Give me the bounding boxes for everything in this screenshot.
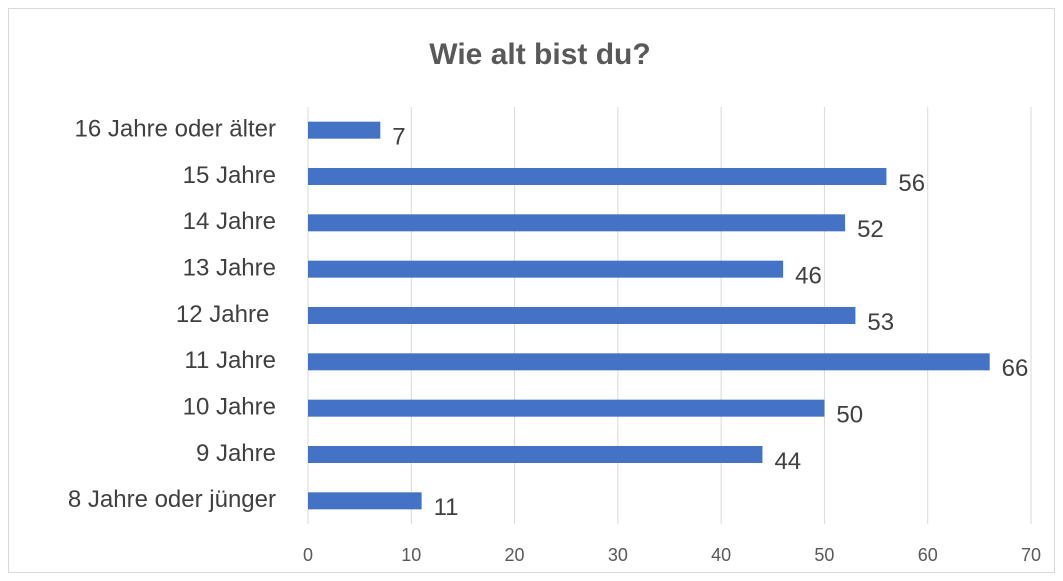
x-tick-label: 10 — [401, 545, 421, 565]
data-label: 46 — [795, 263, 822, 290]
bar — [308, 446, 763, 463]
data-label: 52 — [857, 216, 884, 243]
y-tick-label: 8 Jahre oder jünger — [68, 486, 276, 513]
x-tick-label: 20 — [505, 545, 525, 565]
bar — [308, 121, 381, 139]
x-tick-label: 70 — [1021, 545, 1041, 565]
data-label: 11 — [434, 494, 459, 521]
y-tick-label: 13 Jahre — [183, 255, 276, 282]
x-tick-label: 60 — [918, 545, 938, 565]
data-label: 7 — [392, 124, 405, 151]
data-label: 56 — [898, 170, 925, 197]
y-tick-label: 10 Jahre — [183, 394, 276, 421]
y-tick-label: 12 Jahre — [176, 301, 276, 328]
data-label: 50 — [836, 402, 863, 429]
y-tick-label: 16 Jahre oder älter — [75, 116, 276, 143]
y-tick-label: 14 Jahre — [183, 208, 276, 235]
x-tick-label: 50 — [814, 545, 834, 565]
bar — [308, 399, 825, 417]
bar — [308, 168, 887, 185]
bar — [308, 260, 784, 278]
y-tick-label: 11 Jahre — [184, 347, 276, 374]
data-label: 66 — [1002, 355, 1029, 382]
bar — [308, 353, 990, 371]
bar — [308, 492, 422, 510]
data-label: 44 — [774, 448, 801, 475]
y-tick-label: 15 Jahre — [183, 162, 276, 189]
x-tick-label: 30 — [608, 545, 628, 565]
x-tick-label: 0 — [303, 545, 313, 565]
data-label: 53 — [867, 309, 894, 336]
chart-frame — [8, 8, 1055, 573]
y-tick-label: 9 Jahre — [196, 440, 276, 467]
chart-title: Wie alt bist du? — [429, 38, 650, 71]
bar — [308, 307, 856, 324]
bar — [308, 214, 846, 232]
x-tick-label: 40 — [711, 545, 731, 565]
